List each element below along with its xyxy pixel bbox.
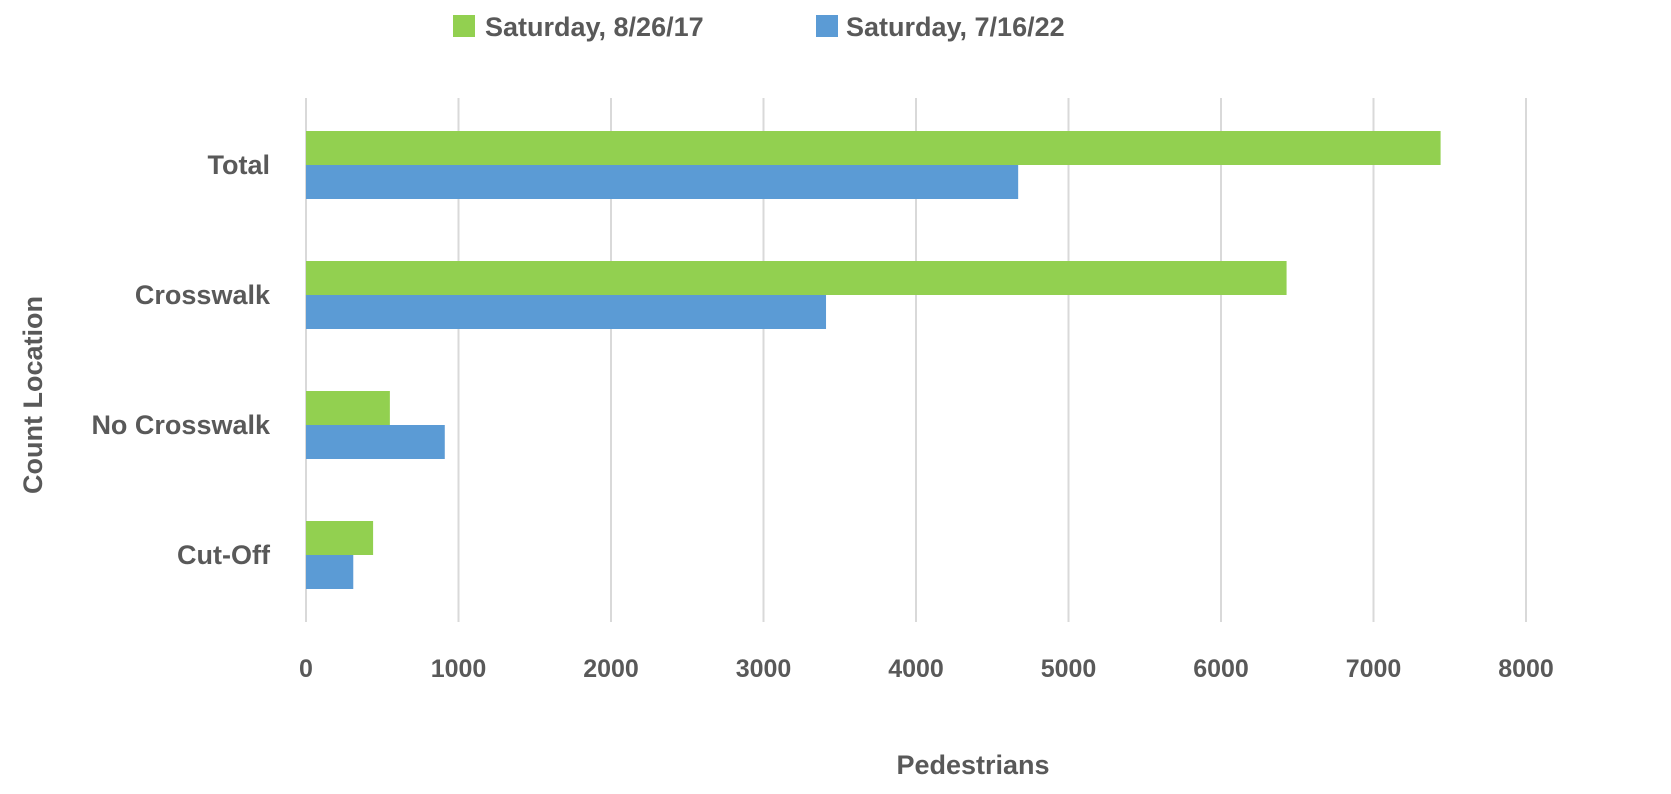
bar: [306, 391, 390, 425]
bars: [306, 131, 1441, 589]
x-tick-label: 2000: [583, 655, 639, 683]
x-tick-label: 8000: [1498, 655, 1554, 683]
x-tick-label: 3000: [736, 655, 792, 683]
y-axis-title: Count Location: [18, 296, 48, 494]
legend-swatch: [453, 15, 475, 37]
category-labels: Total Crosswalk No Crosswalk Cut-Off: [91, 150, 271, 570]
bar: [306, 425, 445, 459]
x-tick-label: 6000: [1193, 655, 1249, 683]
legend-label: Saturday, 8/26/17: [485, 12, 704, 42]
x-tick-label: 1000: [431, 655, 487, 683]
x-tick-label: 0: [299, 655, 313, 683]
x-tick-label: 5000: [1041, 655, 1097, 683]
bar: [306, 131, 1441, 165]
category-label: Crosswalk: [135, 280, 271, 310]
bar: [306, 165, 1019, 199]
legend: Saturday, 8/26/17 Saturday, 7/16/22: [453, 12, 1065, 42]
x-tick-labels: 0 1000 2000 3000 4000 5000 6000 7000 8000: [299, 655, 1554, 683]
x-axis-title: Pedestrians: [896, 750, 1049, 780]
bar: [306, 295, 827, 329]
x-tick-label: 7000: [1346, 655, 1402, 683]
bar: [306, 555, 354, 589]
bar: [306, 261, 1287, 295]
bar: [306, 521, 374, 555]
x-tick-label: 4000: [888, 655, 944, 683]
category-label: No Crosswalk: [91, 410, 271, 440]
legend-swatch: [816, 15, 838, 37]
category-label: Cut-Off: [177, 540, 271, 570]
category-label: Total: [208, 150, 271, 180]
legend-label: Saturday, 7/16/22: [846, 12, 1065, 42]
